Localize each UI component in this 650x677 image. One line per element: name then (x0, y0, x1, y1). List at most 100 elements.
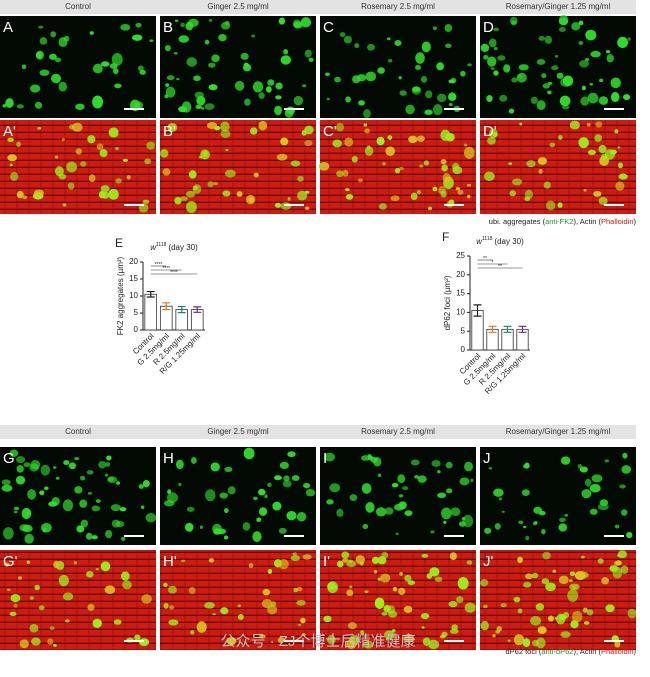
aggregate (428, 639, 440, 650)
aggregate (493, 488, 504, 497)
aggregate (21, 64, 27, 70)
aggregate (546, 200, 556, 211)
aggregate (524, 196, 531, 201)
aggregate (92, 95, 104, 109)
aggregate (104, 585, 116, 594)
aggregate (224, 508, 229, 514)
aggregate (362, 523, 369, 529)
aggregate (360, 561, 364, 566)
image-background (0, 550, 156, 650)
aggregate (112, 68, 119, 74)
aggregate (436, 62, 444, 71)
caption-part: ubi. aggregates ( (489, 217, 546, 226)
column-header: Rosemary/Ginger 1.25 mg/ml (506, 427, 611, 436)
aggregate (569, 571, 576, 577)
aggregate (165, 83, 170, 87)
aggregate (271, 601, 277, 607)
aggregate (621, 509, 628, 516)
aggregate (591, 474, 603, 483)
aggregate (115, 178, 122, 184)
aggregate (34, 101, 43, 109)
aggregate (415, 64, 421, 70)
aggregate (75, 148, 82, 155)
aggregate (450, 507, 461, 517)
aggregate (99, 149, 108, 158)
column-header: Control (65, 2, 91, 11)
aggregate (345, 193, 354, 200)
aggregate (583, 621, 590, 625)
aggregate (17, 576, 23, 580)
aggregate (410, 192, 418, 201)
aggregate (349, 585, 353, 589)
aggregate (201, 107, 205, 110)
y-tick-label: 5 (134, 308, 139, 317)
aggregate (462, 514, 474, 528)
aggregate (613, 560, 621, 566)
aggregate (92, 63, 103, 74)
aggregate (371, 556, 380, 564)
aggregate (199, 525, 203, 530)
aggregate (346, 589, 354, 597)
aggregate (416, 135, 425, 142)
aggregate (483, 55, 489, 60)
aggregate (440, 190, 447, 198)
aggregate (33, 189, 44, 197)
aggregate (267, 604, 278, 615)
aggregate (204, 602, 215, 609)
aggregate (622, 452, 628, 459)
aggregate (248, 562, 254, 569)
aggregate (264, 494, 268, 499)
aggregate (617, 550, 627, 559)
aggregate (248, 197, 254, 203)
aggregate (234, 80, 245, 91)
aggregate (463, 143, 468, 147)
aggregate (61, 138, 65, 142)
aggregate (58, 574, 69, 587)
aggregate (301, 633, 306, 636)
aggregate (488, 38, 497, 48)
image-background (0, 120, 156, 214)
aggregate (448, 92, 457, 101)
aggregate (278, 558, 289, 570)
aggregate (597, 503, 609, 511)
aggregate (92, 618, 102, 628)
aggregate (280, 55, 291, 65)
aggregate (432, 104, 443, 116)
aggregate (336, 122, 345, 132)
aggregate (493, 27, 500, 32)
aggregate (530, 615, 542, 626)
aggregate (24, 533, 34, 544)
aggregate (349, 494, 358, 502)
aggregate (173, 52, 178, 55)
micrograph: G (0, 447, 157, 545)
title-genotype: w (150, 243, 157, 252)
aggregate (134, 634, 141, 641)
aggregate (279, 461, 289, 470)
aggregate (357, 178, 363, 183)
aggregate (100, 561, 111, 572)
aggregate (480, 620, 489, 631)
aggregate (164, 44, 171, 52)
aggregate (448, 600, 458, 608)
aggregate (595, 121, 603, 128)
aggregate (459, 477, 470, 486)
aggregate (614, 524, 620, 529)
aggregate (538, 35, 546, 41)
aggregate (399, 90, 407, 96)
aggregate (324, 452, 336, 462)
aggregate (108, 127, 119, 138)
aggregate (377, 556, 387, 565)
aggregate (188, 586, 196, 595)
aggregate (22, 195, 28, 200)
aggregate (375, 507, 387, 517)
aggregate (445, 132, 455, 142)
aggregate (10, 593, 21, 603)
aggregate (175, 459, 184, 470)
aggregate (85, 532, 93, 540)
panel-label: D (483, 19, 494, 36)
aggregate (605, 50, 611, 54)
aggregate (122, 580, 132, 590)
aggregate (569, 120, 580, 130)
aggregate (262, 588, 271, 596)
aggregate (509, 16, 518, 25)
